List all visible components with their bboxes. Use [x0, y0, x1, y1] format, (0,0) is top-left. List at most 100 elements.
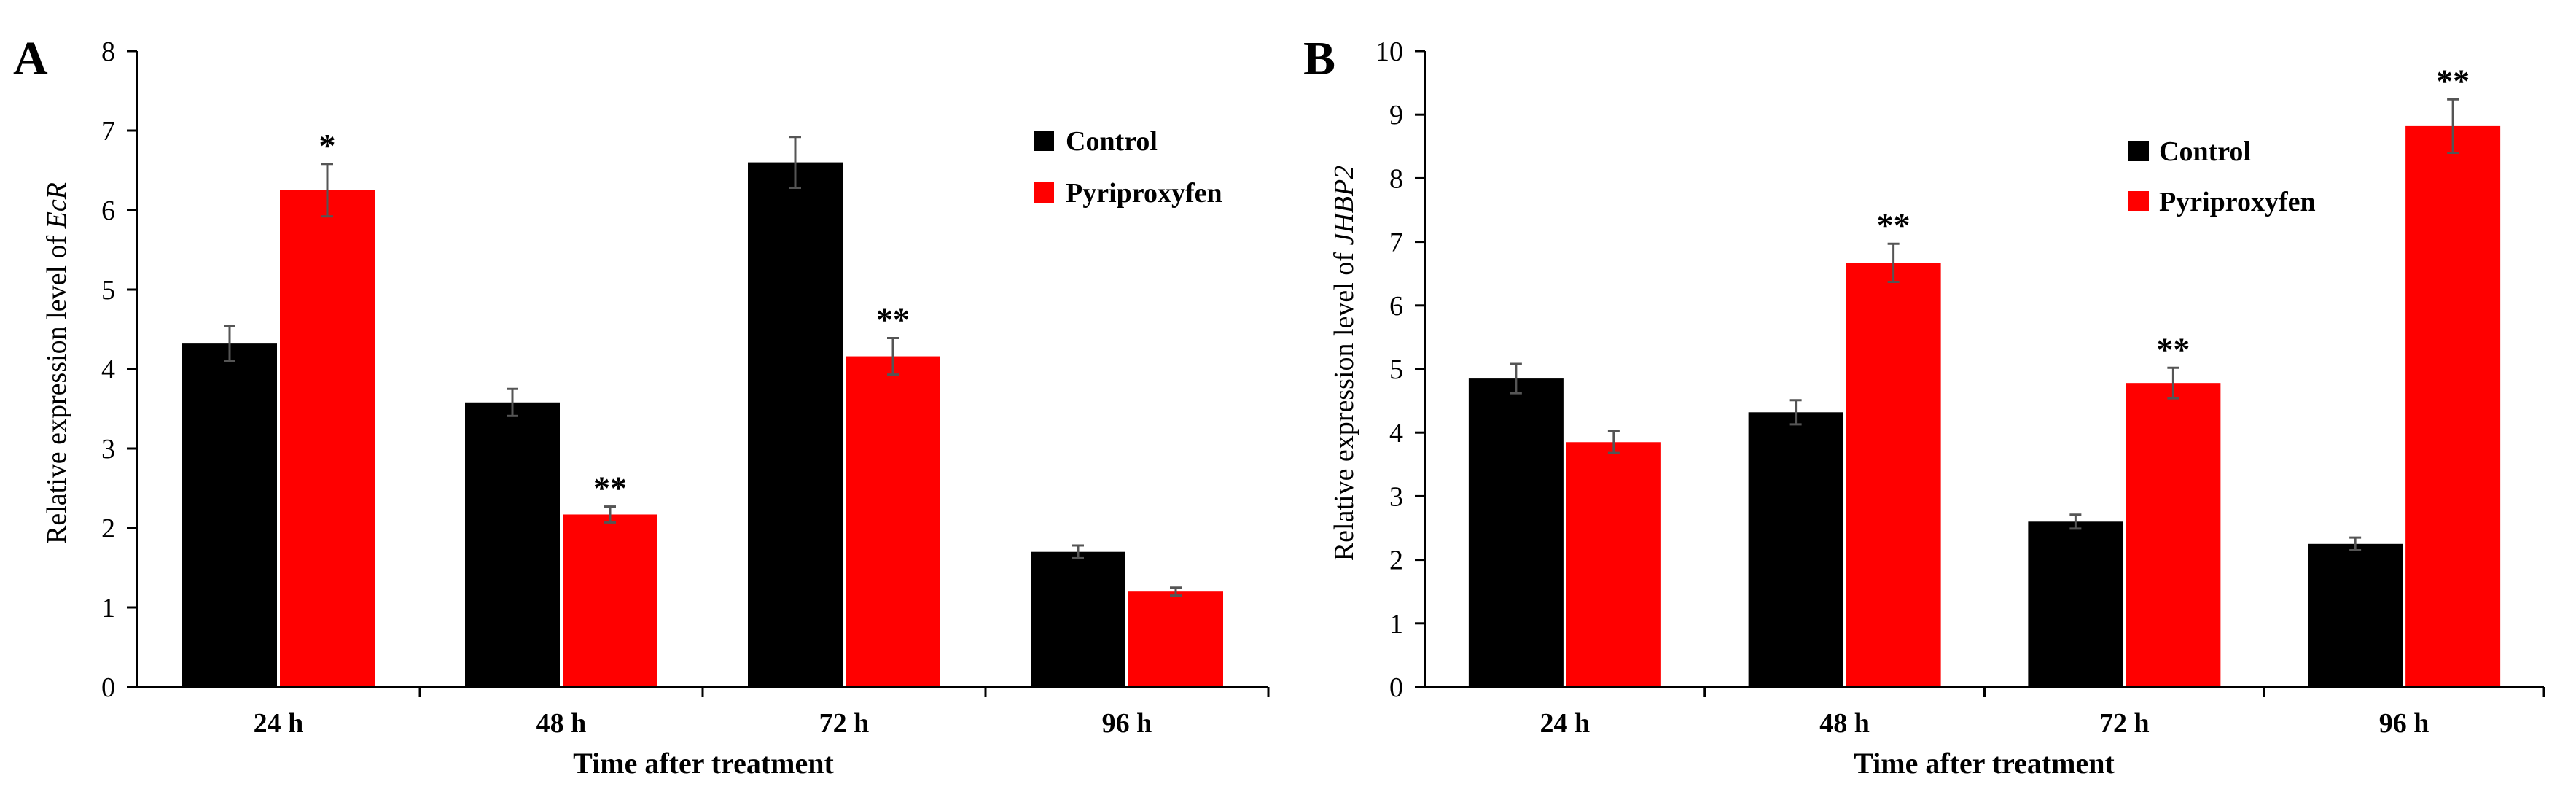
error-bar [1170, 586, 1182, 597]
y-tick-label: 3 [101, 434, 115, 465]
y-axis-label-a: Relative expression level of EcR [42, 182, 72, 544]
y-tick-label: 10 [1375, 36, 1403, 67]
legend-label-control-a: Control [1066, 126, 1158, 157]
significance-mark: ** [593, 470, 627, 507]
y-tick-marks-a [127, 50, 137, 688]
category-label: 72 h [819, 708, 870, 739]
y-tick-label: 0 [101, 672, 115, 703]
legend-swatch-control-a [1034, 131, 1054, 151]
y-tick-label: 9 [1389, 100, 1403, 131]
category-label: 96 h [1102, 708, 1152, 739]
legend-label-control-b: Control [2159, 136, 2251, 167]
error-bar [789, 136, 801, 189]
category-label: 48 h [1819, 708, 1870, 739]
legend-swatch-control-b [2128, 141, 2149, 161]
bar-control-72h [2028, 521, 2123, 687]
significance-mark: * [319, 127, 336, 164]
y-tick-label: 1 [1389, 609, 1403, 640]
y-axis-label-b: Relative expression level of JHBP2 [1329, 166, 1359, 561]
category-labels-a: 24 h 48 h 72 h 96 h [254, 687, 1270, 739]
error-bar [1887, 242, 1900, 284]
category-label: 24 h [1540, 708, 1591, 739]
error-bar [2069, 513, 2082, 530]
bar-control-24h [182, 343, 277, 687]
error-bar [1510, 362, 1522, 395]
error-bar [1072, 544, 1084, 559]
bar-pyriproxyfen-48h [563, 514, 657, 687]
bar-control-48h [465, 402, 560, 687]
bar-pyriproxyfen-24h [280, 190, 375, 687]
y-tick-labels-a: 0 1 2 3 4 5 6 7 8 [101, 36, 115, 703]
panel-b: B 0 1 2 3 4 5 6 7 8 9 10 ** ** ** 24 h 48 h 72 h 96 h T… [1303, 32, 2545, 780]
y-tick-label: 8 [1389, 163, 1403, 194]
category-label: 96 h [2379, 708, 2429, 739]
bar-control-96h [1031, 551, 1125, 687]
significance-marks-a: ***** [319, 127, 910, 507]
panel-label-a: A [13, 32, 48, 85]
category-labels-b: 24 h 48 h 72 h 96 h [1540, 687, 2545, 739]
legend-label-pyriproxyfen-b: Pyriproxyfen [2159, 187, 2316, 217]
y-tick-marks-b [1415, 50, 1425, 688]
y-tick-label: 2 [101, 513, 115, 544]
significance-marks-b: ** ** ** [1877, 62, 2470, 368]
y-tick-label: 2 [1389, 545, 1403, 576]
y-tick-label: 5 [101, 275, 115, 306]
y-axis-label-prefix-b: Relative expression level of [1329, 246, 1359, 562]
category-label: 48 h [536, 708, 587, 739]
category-label: 72 h [2099, 708, 2150, 739]
bar-pyriproxyfen-72h [846, 356, 940, 687]
error-bar [224, 325, 235, 362]
error-bar [2349, 536, 2362, 552]
x-axis-label-a: Time after treatment [573, 747, 834, 780]
y-tick-label: 3 [1389, 481, 1403, 512]
error-bar [1789, 399, 1802, 426]
error-bars-a [224, 136, 1182, 597]
bars-b [1468, 125, 2501, 688]
y-tick-labels-b: 0 1 2 3 4 5 6 7 8 9 10 [1375, 36, 1403, 703]
y-axis-label-gene-a: EcR [42, 182, 72, 229]
error-bar [507, 387, 518, 417]
y-tick-label: 1 [101, 593, 115, 624]
y-tick-label: 5 [1389, 354, 1403, 385]
x-axis-label-b: Time after treatment [1854, 747, 2115, 780]
y-tick-label: 0 [1389, 672, 1403, 703]
legend-b: Control Pyriproxyfen [2128, 136, 2316, 217]
error-bar [2447, 98, 2459, 155]
bar-pyriproxyfen-24h [1566, 442, 1661, 687]
bar-pyriproxyfen-96h [2405, 125, 2501, 687]
legend-swatch-pyriproxyfen-a [1034, 182, 1054, 203]
bar-control-24h [1468, 378, 1564, 687]
legend-label-pyriproxyfen-a: Pyriproxyfen [1066, 178, 1222, 209]
y-tick-label: 6 [101, 195, 115, 226]
bars-a [182, 162, 1223, 688]
y-tick-label: 4 [1389, 418, 1403, 448]
significance-mark: ** [2156, 330, 2190, 368]
category-label: 24 h [254, 708, 304, 739]
panel-label-b: B [1303, 32, 1335, 85]
legend-a: Control Pyriproxyfen [1034, 126, 1222, 209]
y-axis-label-prefix-a: Relative expression level of [42, 228, 72, 544]
bar-control-48h [1748, 412, 1843, 687]
y-tick-label: 4 [101, 354, 115, 385]
y-tick-label: 7 [101, 116, 115, 147]
bar-control-72h [748, 162, 843, 688]
significance-mark: ** [2436, 62, 2470, 99]
error-bar [604, 505, 616, 524]
error-bar [1607, 430, 1620, 454]
error-bar [2167, 366, 2179, 400]
bar-pyriproxyfen-48h [1846, 263, 1941, 688]
bar-pyriproxyfen-96h [1128, 591, 1223, 687]
error-bar [887, 336, 899, 376]
y-tick-label: 8 [101, 36, 115, 67]
y-axis-label-gene-b: JHBP2 [1329, 166, 1359, 246]
error-bars-b [1510, 98, 2459, 552]
bar-pyriproxyfen-72h [2126, 383, 2221, 687]
bar-control-96h [2308, 543, 2403, 687]
legend-swatch-pyriproxyfen-b [2128, 191, 2149, 211]
y-tick-label: 7 [1389, 228, 1403, 258]
y-tick-label: 6 [1389, 291, 1403, 322]
error-bar [321, 163, 333, 218]
